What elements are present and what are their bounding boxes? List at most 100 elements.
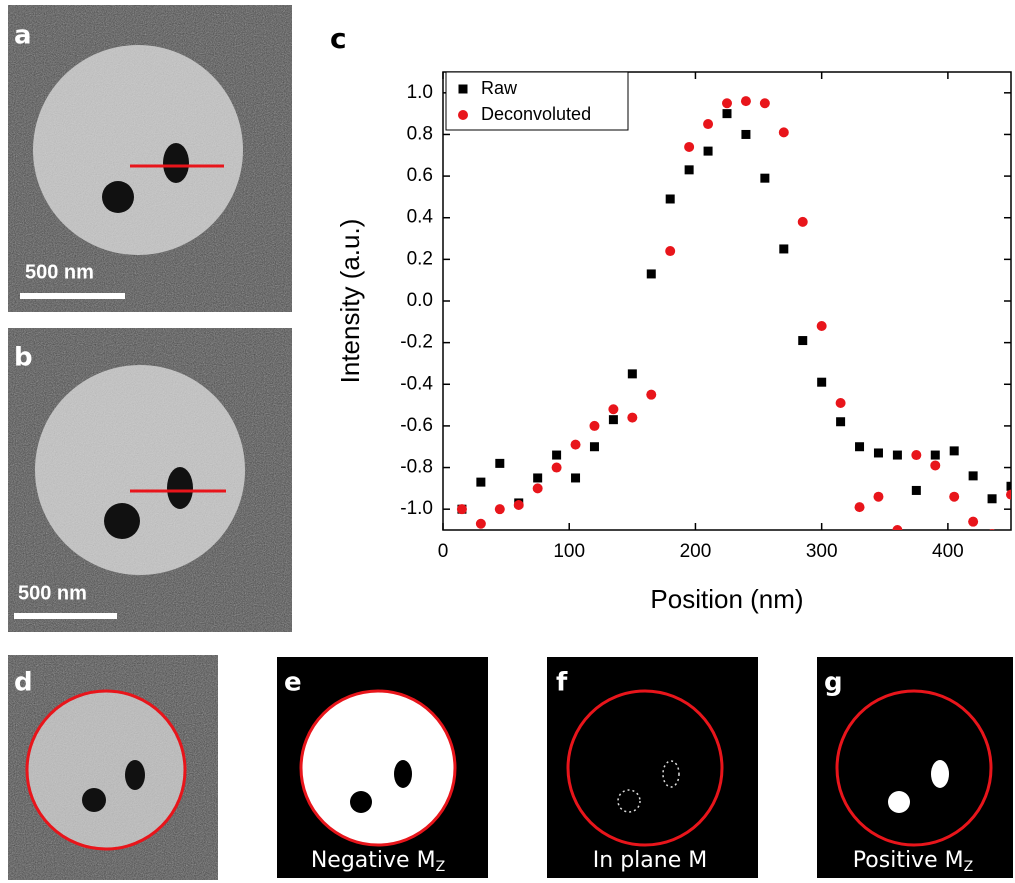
y-axis-title: Intensity (a.u.)	[335, 219, 365, 384]
y-tick-label: 1.0	[407, 82, 433, 103]
marker	[476, 478, 485, 487]
marker	[836, 398, 846, 408]
marker	[741, 130, 750, 139]
marker	[969, 471, 978, 480]
marker	[798, 217, 808, 227]
y-tick-label: 0.8	[407, 123, 433, 144]
y-tick-label: 0.2	[407, 248, 433, 269]
marker	[949, 492, 959, 502]
skyrmion	[931, 760, 949, 788]
panel-e: Negative MZ e	[277, 657, 488, 878]
marker	[950, 446, 959, 455]
panel-label: a	[14, 21, 32, 51]
marker	[968, 517, 978, 527]
disk	[35, 365, 245, 575]
chart: c Intensity (a.u.) Position (nm) -1.0-0.…	[330, 22, 1015, 614]
y-tick-label: 0.6	[407, 165, 433, 186]
y-tick-label: 0.0	[407, 290, 433, 311]
panel-f: In plane M f	[547, 657, 758, 878]
marker	[495, 459, 504, 468]
panel-label: e	[284, 668, 302, 698]
marker	[571, 440, 581, 450]
x-tick-label: 0	[438, 541, 449, 562]
marker	[1007, 482, 1015, 491]
marker	[552, 451, 561, 460]
panel-g: Positive MZ g	[817, 657, 1013, 878]
marker	[704, 147, 713, 156]
panel-a: 500 nm a	[8, 5, 292, 312]
plot-area	[457, 96, 1015, 539]
x-tick-label: 100	[553, 541, 585, 562]
skyrmion	[394, 760, 412, 788]
y-tick-label: -0.2	[400, 332, 433, 353]
marker	[741, 96, 751, 106]
panel-b: 500 nm b	[8, 328, 292, 632]
marker	[589, 421, 599, 431]
marker	[628, 369, 637, 378]
figure: 500 nm a 500 nm b d Negative MZ e In pla…	[0, 0, 1015, 883]
marker	[760, 174, 769, 183]
marker	[911, 450, 921, 460]
marker	[779, 244, 788, 253]
caption: Positive MZ	[853, 848, 973, 875]
marker	[988, 494, 997, 503]
marker	[514, 500, 524, 510]
marker	[457, 504, 467, 514]
marker	[1006, 490, 1015, 500]
skyrmion	[167, 467, 193, 509]
marker	[722, 98, 732, 108]
caption: Negative MZ	[311, 848, 445, 875]
marker	[685, 165, 694, 174]
marker	[608, 404, 618, 414]
marker	[892, 525, 902, 535]
y-tick-label: 0.4	[407, 207, 434, 228]
marker	[627, 413, 637, 423]
marker	[458, 110, 468, 120]
x-axis-title: Position (nm)	[650, 584, 803, 614]
marker	[684, 142, 694, 152]
skyrmion	[163, 143, 189, 183]
marker	[476, 519, 486, 529]
marker	[590, 442, 599, 451]
marker	[798, 336, 807, 345]
marker	[495, 504, 505, 514]
marker	[666, 194, 675, 203]
marker	[855, 442, 864, 451]
panel-label: f	[556, 668, 568, 698]
panel-d: d	[8, 655, 218, 880]
marker	[836, 417, 845, 426]
marker	[912, 486, 921, 495]
marker	[647, 269, 656, 278]
marker	[930, 460, 940, 470]
marker	[779, 127, 789, 137]
marker	[817, 321, 827, 331]
caption-sub: Z	[964, 859, 974, 875]
disk	[301, 691, 455, 845]
marker	[893, 451, 902, 460]
x-tick-label: 400	[932, 541, 964, 562]
marker	[552, 463, 562, 473]
y-tick-label: -1.0	[400, 498, 433, 519]
marker	[817, 378, 826, 387]
skyrmion	[888, 791, 910, 813]
skyrmion	[125, 760, 145, 790]
panel-label: d	[14, 668, 33, 698]
y-tick-label: -0.4	[400, 373, 433, 394]
scale-label: 500 nm	[25, 261, 94, 283]
marker	[703, 119, 713, 129]
marker	[646, 390, 656, 400]
plot-frame	[443, 72, 1011, 530]
y-tick-label: -0.6	[400, 415, 433, 436]
caption: In plane M	[593, 848, 707, 873]
marker	[760, 98, 770, 108]
marker	[609, 415, 618, 424]
scale-label: 500 nm	[18, 582, 87, 604]
skyrmion	[104, 503, 140, 539]
marker	[533, 483, 543, 493]
skyrmion	[102, 181, 134, 213]
caption-text: Negative M	[311, 848, 436, 873]
marker	[533, 473, 542, 482]
marker	[873, 492, 883, 502]
x-tick-label: 300	[806, 541, 838, 562]
caption-text: Positive M	[853, 848, 964, 873]
